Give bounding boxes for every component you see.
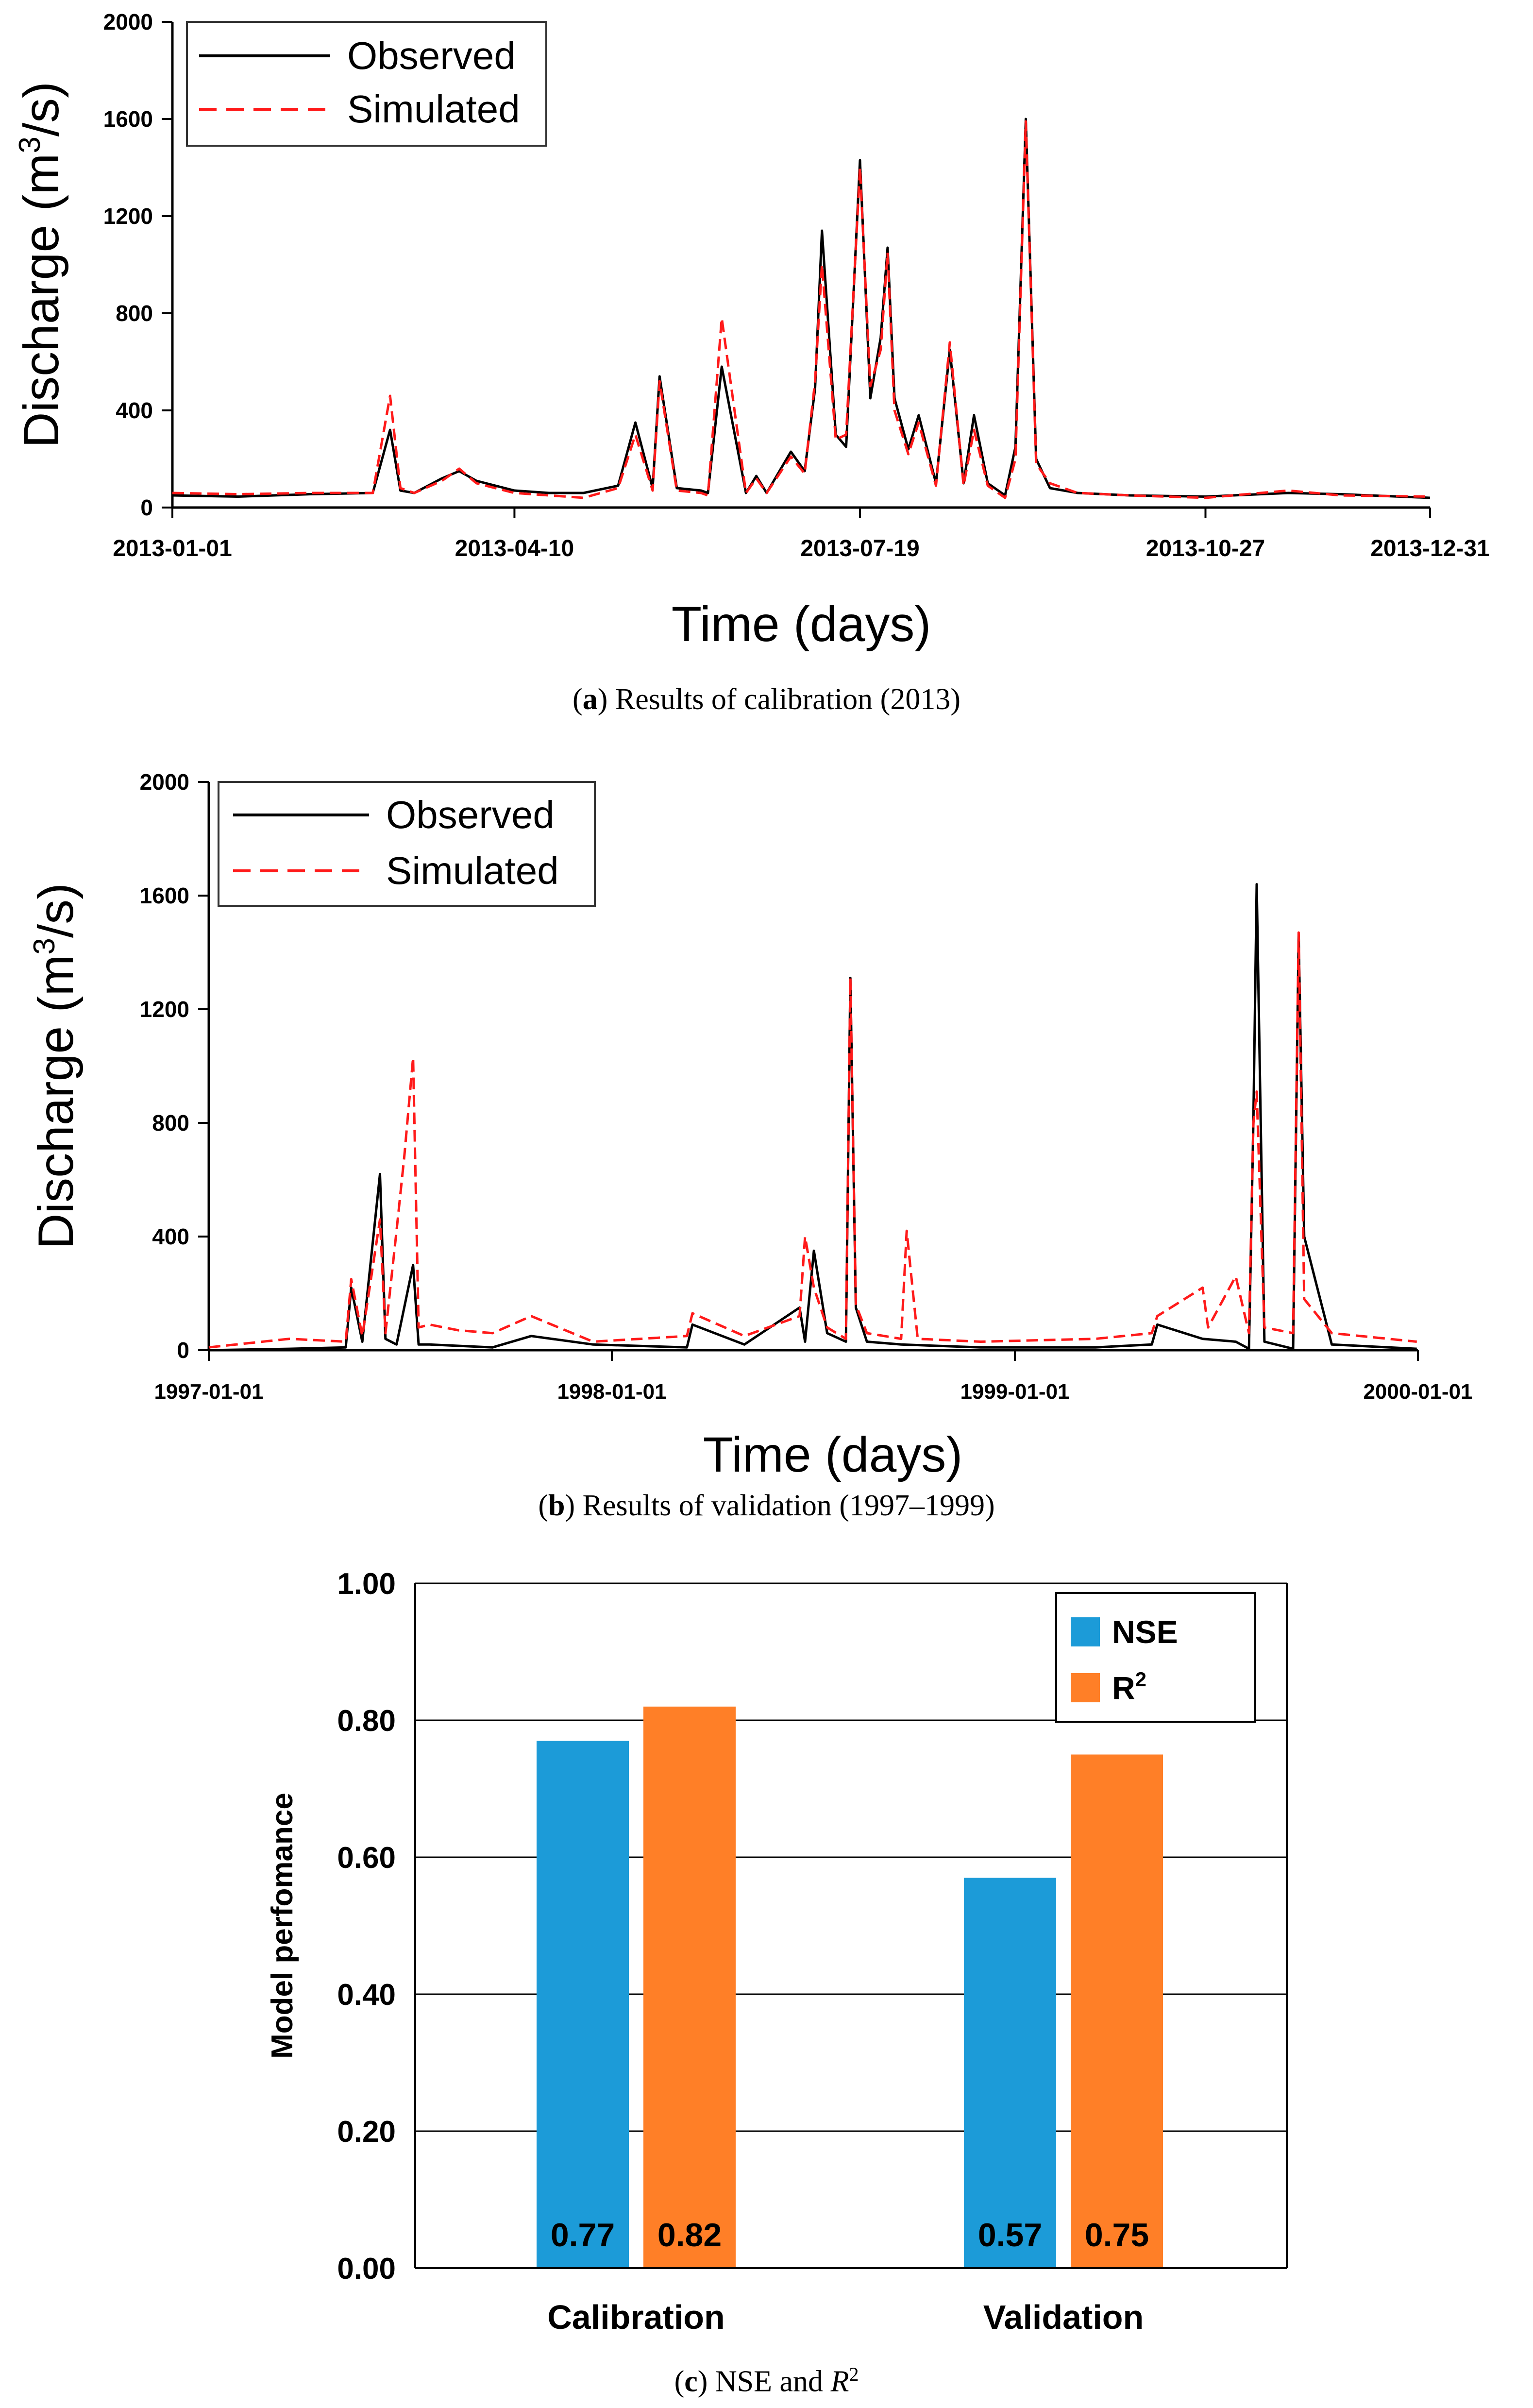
chart-c-legend-nse-label: NSE bbox=[1112, 1614, 1178, 1650]
chart-c-legend-r2-main: R bbox=[1112, 1670, 1135, 1706]
chart-c-bar-value-label: 0.77 bbox=[551, 2217, 615, 2254]
chart-b-y-tick-label: 1600 bbox=[140, 883, 189, 908]
chart-a-series-observed bbox=[172, 118, 1431, 499]
chart-b-y-ticks: 0 400 800 1200 1600 2000 bbox=[140, 769, 209, 1363]
caption-c-italic: R bbox=[830, 2365, 849, 2398]
chart-c-bar-calibration-r bbox=[643, 1706, 736, 2268]
chart-c-y-tick-label: 0.40 bbox=[337, 1978, 396, 2012]
caption-b-text: Results of validation (1997–1999) bbox=[575, 1489, 995, 1522]
caption-a-letter: a bbox=[582, 683, 598, 716]
chart-a-y-label-sup: 3 bbox=[13, 136, 47, 153]
chart-b-y-tick-label: 1200 bbox=[140, 997, 189, 1022]
chart-a-y-ticks: 0 400 800 1200 1600 2000 bbox=[103, 9, 172, 520]
chart-b-y-tick-label: 800 bbox=[152, 1110, 189, 1136]
chart-c-legend-box bbox=[1055, 1592, 1256, 1723]
chart-b-y-label-end: /s) bbox=[28, 883, 84, 938]
caption-b: (b) Results of validation (1997–1999) bbox=[538, 1489, 995, 1522]
chart-c-legend-nse-swatch bbox=[1071, 1617, 1100, 1646]
chart-c-y-tick-label: 0.20 bbox=[337, 2115, 396, 2149]
chart-c-y-label: Model perfomance bbox=[266, 1793, 299, 2059]
chart-c-svg: 0.77 0.82 0.57 0.75 0.00 0.20 0.40 0.60 0.80 1.0… bbox=[266, 1567, 1288, 2336]
chart-c-category-label: Validation bbox=[983, 2298, 1144, 2336]
chart-b-y-label-main: Discharge (m bbox=[28, 955, 84, 1249]
chart-b-legend-observed-label: Observed bbox=[386, 793, 555, 836]
chart-c-bar-value-label: 0.75 bbox=[1085, 2217, 1149, 2254]
chart-b-legend-simulated-label: Simulated bbox=[386, 849, 559, 892]
chart-c-axes bbox=[414, 1583, 1288, 2269]
chart-b-x-label: Time (days) bbox=[703, 1427, 963, 1482]
chart-b-series-observed bbox=[208, 883, 1417, 1352]
chart-a-x-tick-label: 2013-12-31 bbox=[1370, 536, 1490, 561]
panel-c-performance: 0.77 0.82 0.57 0.75 0.00 0.20 0.40 0.60 0.80 1.0… bbox=[0, 1535, 1533, 2408]
chart-a-series-simulated bbox=[172, 120, 1431, 499]
chart-a-y-tick-label: 0 bbox=[140, 495, 153, 520]
chart-c-bar-value-label: 0.57 bbox=[978, 2217, 1042, 2254]
caption-a: (a) Results of calibration (2013) bbox=[573, 683, 960, 716]
chart-a-y-tick-label: 2000 bbox=[103, 9, 153, 34]
chart-a-axes bbox=[171, 22, 1430, 509]
chart-a-x-tick-label: 2013-10-27 bbox=[1146, 536, 1265, 561]
chart-b-y-tick-label: 0 bbox=[177, 1338, 189, 1363]
chart-a-svg: 0 400 800 1200 1600 2000 2013-01-01 2013-04-10… bbox=[13, 9, 1490, 652]
chart-b-y-label-sup: 3 bbox=[28, 938, 61, 954]
chart-c-bar-calibration-nse bbox=[537, 1741, 629, 2268]
caption-c-text: NSE and bbox=[708, 2365, 831, 2398]
chart-c-legend-r2-label: R2 bbox=[1112, 1668, 1146, 1706]
panel-b-validation: 0 400 800 1200 1600 2000 1997-01-01 1998-01-01… bbox=[0, 729, 1533, 1535]
caption-c-letter: c bbox=[684, 2365, 698, 2398]
chart-a-x-label: Time (days) bbox=[672, 596, 931, 652]
caption-c-sup: 2 bbox=[849, 2363, 859, 2385]
chart-b-series-simulated bbox=[208, 931, 1417, 1349]
chart-c-y-tick-label: 0.60 bbox=[337, 1841, 396, 1875]
caption-b-letter: b bbox=[548, 1489, 565, 1522]
chart-a-y-tick-label: 800 bbox=[116, 301, 153, 326]
chart-c-bar-value-label: 0.82 bbox=[657, 2217, 722, 2254]
chart-b-y-tick-label: 2000 bbox=[140, 769, 189, 795]
chart-b-x-tick-label: 1997-01-01 bbox=[154, 1380, 263, 1404]
panel-a-calibration: 0 400 800 1200 1600 2000 2013-01-01 2013-04-10… bbox=[0, 0, 1533, 729]
chart-a-legend-observed-label: Observed bbox=[347, 34, 516, 77]
chart-b-legend: Observed Simulated bbox=[218, 781, 596, 907]
chart-b-x-tick-label: 1999-01-01 bbox=[960, 1380, 1069, 1404]
chart-b-legend-box bbox=[218, 781, 596, 907]
chart-b-y-tick-label: 400 bbox=[152, 1224, 189, 1249]
chart-b-svg: 0 400 800 1200 1600 2000 1997-01-01 1998-01-01… bbox=[28, 769, 1473, 1482]
chart-c-legend-r2-swatch bbox=[1071, 1673, 1100, 1702]
chart-a-y-tick-label: 1200 bbox=[103, 203, 153, 229]
chart-c-legend-r2-sup: 2 bbox=[1135, 1668, 1146, 1691]
chart-b-axes bbox=[207, 782, 1418, 1352]
chart-c-bars: 0.77 0.82 0.57 0.75 bbox=[537, 1706, 1163, 2268]
chart-c-y-tick-label: 0.00 bbox=[337, 2252, 396, 2286]
chart-a-y-tick-label: 1600 bbox=[103, 106, 153, 132]
chart-c-legend: NSE R2 bbox=[1055, 1592, 1256, 1723]
chart-b-x-tick-label: 1998-01-01 bbox=[557, 1380, 666, 1404]
chart-a-y-label: Discharge (m3/s) bbox=[13, 82, 69, 448]
chart-a-y-tick-label: 400 bbox=[116, 398, 153, 423]
chart-c-y-ticks: 0.00 0.20 0.40 0.60 0.80 1.00 bbox=[337, 1567, 396, 2286]
caption-a-text: Results of calibration (2013) bbox=[607, 683, 960, 716]
chart-a-legend-simulated-label: Simulated bbox=[347, 87, 520, 131]
chart-a-lines bbox=[172, 118, 1431, 499]
chart-a-legend-box bbox=[186, 21, 547, 147]
chart-b-x-tick-label: 2000-01-01 bbox=[1363, 1380, 1472, 1404]
chart-a-x-tick-label: 2013-07-19 bbox=[800, 536, 920, 561]
chart-c-category-label: Calibration bbox=[547, 2298, 725, 2336]
chart-a-y-label-main: Discharge (m bbox=[14, 153, 69, 448]
chart-a-legend: Observed Simulated bbox=[186, 21, 547, 147]
chart-a-x-tick-label: 2013-01-01 bbox=[113, 536, 232, 561]
chart-c-y-tick-label: 1.00 bbox=[337, 1567, 396, 1601]
chart-c-bar-validation-nse bbox=[964, 1878, 1056, 2268]
caption-c: (c) NSE and R2 bbox=[674, 2363, 859, 2398]
chart-b-lines bbox=[208, 883, 1417, 1352]
chart-c-y-tick-label: 0.80 bbox=[337, 1704, 396, 1738]
chart-a-x-tick-label: 2013-04-10 bbox=[455, 536, 574, 561]
chart-c-categories: Calibration Validation bbox=[547, 2298, 1144, 2336]
chart-a-x-ticks: 2013-01-01 2013-04-10 2013-07-19 2013-10-27… bbox=[113, 508, 1490, 561]
chart-b-y-label: Discharge (m3/s) bbox=[28, 883, 84, 1249]
chart-b-x-ticks: 1997-01-01 1998-01-01 1999-01-01 2000-01-01 bbox=[154, 1350, 1473, 1404]
chart-c-bar-validation-r bbox=[1071, 1754, 1163, 2268]
chart-a-y-label-end: /s) bbox=[14, 82, 69, 136]
